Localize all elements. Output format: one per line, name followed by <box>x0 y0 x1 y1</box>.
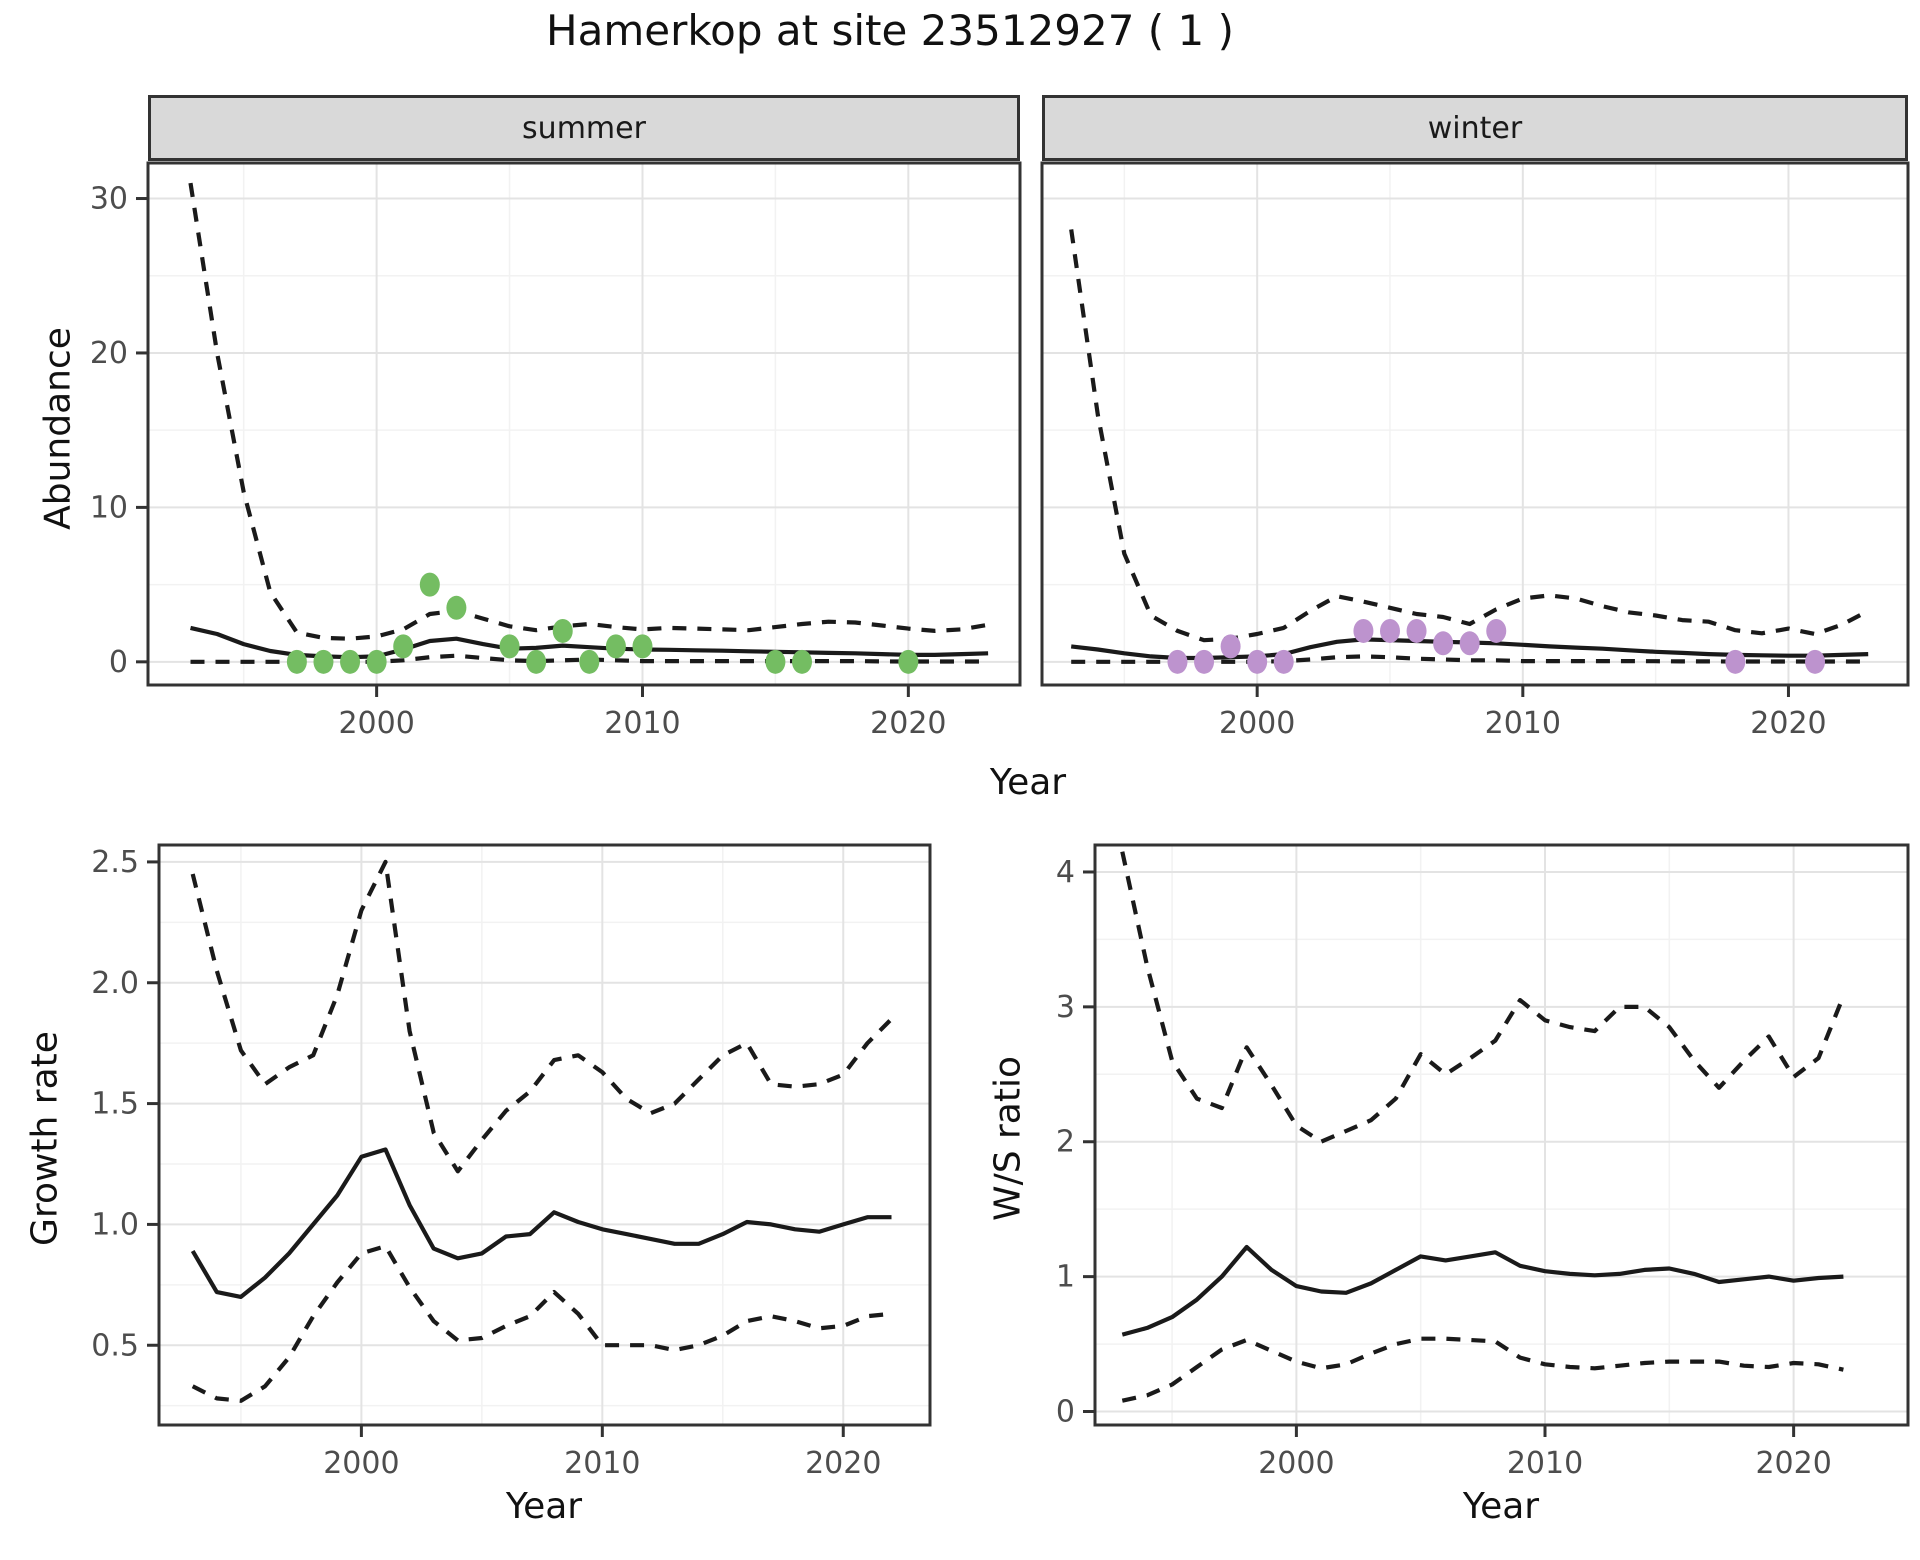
svg-text:2020: 2020 <box>870 706 946 741</box>
svg-text:0.5: 0.5 <box>91 1328 139 1363</box>
ws-ratio-chart: 2000 2010 2020 0 1 2 3 4 <box>1056 843 1910 1481</box>
svg-text:1.5: 1.5 <box>91 1087 139 1122</box>
svg-text:2.0: 2.0 <box>91 966 139 1001</box>
svg-text:2010: 2010 <box>604 706 680 741</box>
growth-rate-chart: 2000 2010 2020 0.5 1.0 1.5 2.0 2.5 <box>91 843 932 1481</box>
abundance-winter-chart: 2000 2010 2020 <box>1040 161 1910 741</box>
svg-text:20: 20 <box>90 336 128 371</box>
x-axis-title-year-top: Year <box>989 762 1067 803</box>
svg-text:2010: 2010 <box>564 1446 640 1481</box>
facet-strip-winter: winter <box>1042 95 1908 161</box>
svg-text:2020: 2020 <box>1750 706 1826 741</box>
svg-text:10: 10 <box>90 490 128 525</box>
svg-text:2020: 2020 <box>805 1446 881 1481</box>
svg-text:2020: 2020 <box>1755 1446 1831 1481</box>
chart-title: Hamerkop at site 23512927 ( 1 ) <box>546 6 1234 55</box>
svg-text:2010: 2010 <box>1507 1446 1583 1481</box>
svg-text:2: 2 <box>1056 1125 1075 1160</box>
facet-strip-summer-label: summer <box>522 110 646 146</box>
svg-text:0: 0 <box>109 645 128 680</box>
abundance-summer-chart: 2000 2010 2020 0 10 20 30 <box>90 161 1022 741</box>
svg-text:4: 4 <box>1056 855 1075 890</box>
svg-text:30: 30 <box>90 182 128 217</box>
x-axis-title-year-ws: Year <box>1462 1486 1540 1527</box>
svg-text:2000: 2000 <box>1258 1446 1334 1481</box>
svg-text:2000: 2000 <box>323 1446 399 1481</box>
facet-strip-winter-label: winter <box>1427 110 1523 146</box>
facet-strip-summer: summer <box>148 95 1020 161</box>
x-axis-title-year-growth: Year <box>505 1486 583 1527</box>
svg-text:3: 3 <box>1056 990 1075 1025</box>
svg-text:2000: 2000 <box>338 706 414 741</box>
svg-text:1: 1 <box>1056 1260 1075 1295</box>
svg-text:2.5: 2.5 <box>91 845 139 880</box>
y-axis-title-growth-rate: Growth rate <box>24 1031 66 1246</box>
svg-text:0: 0 <box>1056 1395 1075 1430</box>
svg-text:2000: 2000 <box>1219 706 1295 741</box>
svg-text:1.0: 1.0 <box>91 1207 139 1242</box>
svg-text:2010: 2010 <box>1485 706 1561 741</box>
